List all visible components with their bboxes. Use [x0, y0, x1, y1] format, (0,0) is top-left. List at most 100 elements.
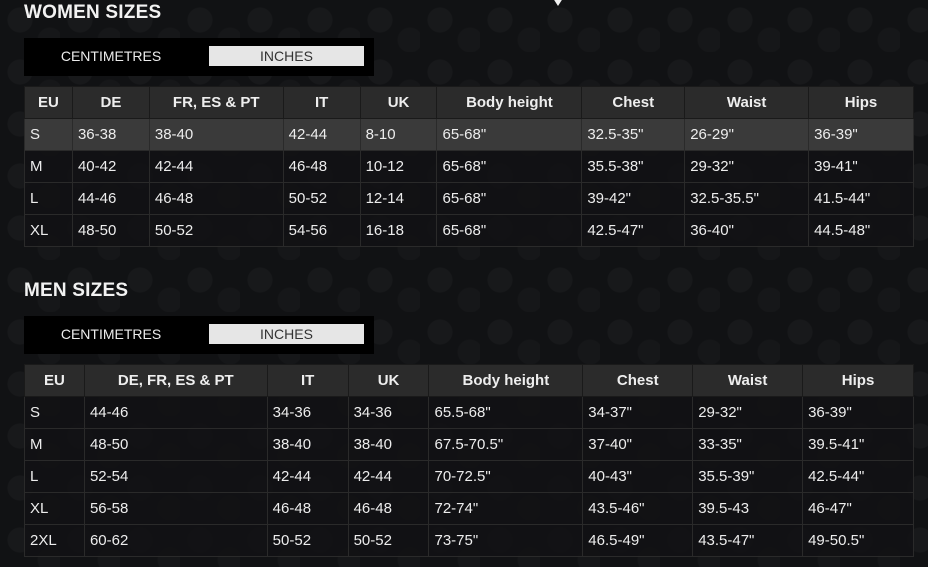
cell: 34-37": [582, 396, 694, 429]
women-sizes-title: WOMEN SIZES: [24, 2, 162, 23]
cell: 38-40: [266, 428, 349, 461]
cell: 40-43": [582, 460, 694, 493]
cell: 65-68": [436, 150, 583, 183]
col-header: Waist: [684, 86, 810, 119]
col-header: DE, FR, ES & PT: [83, 364, 268, 397]
cell: 70-72.5": [428, 460, 584, 493]
cell: 39.5-43: [692, 492, 804, 525]
cell: 16-18: [359, 214, 438, 247]
cell: 29-32": [684, 150, 810, 183]
cell: 33-35": [692, 428, 804, 461]
cell: 32.5-35": [581, 118, 686, 151]
cell: S: [24, 118, 73, 151]
women-size-table: EU DE FR, ES & PT IT UK Body height Ches…: [24, 86, 914, 247]
men-size-table: EU DE, FR, ES & PT IT UK Body height Che…: [24, 364, 914, 557]
col-header: EU: [24, 364, 85, 397]
cell: 49-50.5": [802, 524, 914, 557]
cell: 65-68": [436, 182, 583, 215]
cell: 26-29": [684, 118, 810, 151]
cell: 34-36: [266, 396, 349, 429]
cell: 29-32": [692, 396, 804, 429]
cell: 42.5-47": [581, 214, 686, 247]
col-header: IT: [266, 364, 349, 397]
cell: 48-50: [71, 214, 150, 247]
cell: 72-74": [428, 492, 584, 525]
women-inches-tab[interactable]: INCHES: [209, 46, 364, 66]
cell: 2XL: [24, 524, 85, 557]
cell: 46-48: [266, 492, 349, 525]
cell: 50-52: [282, 182, 361, 215]
cell: 39.5-41": [802, 428, 914, 461]
table-row[interactable]: L 44-46 46-48 50-52 12-14 65-68" 39-42" …: [24, 182, 914, 215]
cell: 46-48: [282, 150, 361, 183]
table-row[interactable]: 2XL 60-62 50-52 50-52 73-75" 46.5-49" 43…: [24, 524, 914, 557]
cell: 44-46: [83, 396, 268, 429]
table-row[interactable]: S 36-38 38-40 42-44 8-10 65-68" 32.5-35"…: [24, 118, 914, 151]
men-centimetres-tab[interactable]: CENTIMETRES: [60, 326, 162, 342]
men-header-row: EU DE, FR, ES & PT IT UK Body height Che…: [24, 364, 914, 397]
cell: 35.5-38": [581, 150, 686, 183]
cell: M: [24, 150, 73, 183]
cell: 73-75": [428, 524, 584, 557]
cell: 50-52: [347, 524, 430, 557]
cell: 36-38: [71, 118, 150, 151]
cell: 65.5-68": [428, 396, 584, 429]
cell: XL: [24, 492, 85, 525]
table-row[interactable]: S 44-46 34-36 34-36 65.5-68" 34-37" 29-3…: [24, 396, 914, 429]
cell: 42.5-44": [802, 460, 914, 493]
table-row[interactable]: L 52-54 42-44 42-44 70-72.5" 40-43" 35.5…: [24, 460, 914, 493]
dropdown-caret-icon: [549, 0, 567, 6]
cell: 50-52: [148, 214, 284, 247]
col-header: Chest: [582, 364, 694, 397]
cell: 36-39": [802, 396, 914, 429]
col-header: Hips: [802, 364, 914, 397]
cell: 42-44: [282, 118, 361, 151]
men-sizes-title: MEN SIZES: [24, 280, 129, 301]
col-header: UK: [359, 86, 438, 119]
cell: 38-40: [347, 428, 430, 461]
cell: 39-41": [808, 150, 914, 183]
cell: 12-14: [359, 182, 438, 215]
men-inches-tab[interactable]: INCHES: [209, 324, 364, 344]
cell: L: [24, 182, 73, 215]
cell: 39-42": [581, 182, 686, 215]
cell: L: [24, 460, 85, 493]
cell: 44.5-48": [808, 214, 914, 247]
cell: 44-46: [71, 182, 150, 215]
cell: 40-42: [71, 150, 150, 183]
cell: 56-58: [83, 492, 268, 525]
women-centimetres-tab[interactable]: CENTIMETRES: [60, 48, 162, 64]
col-header: EU: [24, 86, 73, 119]
cell: 8-10: [359, 118, 438, 151]
men-unit-toggle: CENTIMETRES INCHES: [24, 316, 374, 354]
col-header: FR, ES & PT: [148, 86, 284, 119]
cell: 43.5-47": [692, 524, 804, 557]
cell: 60-62: [83, 524, 268, 557]
cell: 37-40": [582, 428, 694, 461]
col-header: Waist: [692, 364, 804, 397]
cell: S: [24, 396, 85, 429]
table-row[interactable]: M 40-42 42-44 46-48 10-12 65-68" 35.5-38…: [24, 150, 914, 183]
table-row[interactable]: XL 48-50 50-52 54-56 16-18 65-68" 42.5-4…: [24, 214, 914, 247]
table-row[interactable]: XL 56-58 46-48 46-48 72-74" 43.5-46" 39.…: [24, 492, 914, 525]
col-header: Body height: [428, 364, 584, 397]
col-header: Hips: [808, 86, 914, 119]
cell: 42-44: [266, 460, 349, 493]
women-header-row: EU DE FR, ES & PT IT UK Body height Ches…: [24, 86, 914, 119]
cell: 48-50: [83, 428, 268, 461]
cell: 34-36: [347, 396, 430, 429]
cell: 54-56: [282, 214, 361, 247]
cell: 42-44: [148, 150, 284, 183]
table-row[interactable]: M 48-50 38-40 38-40 67.5-70.5" 37-40" 33…: [24, 428, 914, 461]
cell: 46.5-49": [582, 524, 694, 557]
cell: 65-68": [436, 214, 583, 247]
col-header: UK: [347, 364, 430, 397]
col-header: Chest: [581, 86, 686, 119]
cell: 36-39": [808, 118, 914, 151]
women-unit-toggle: CENTIMETRES INCHES: [24, 38, 374, 76]
cell: 10-12: [359, 150, 438, 183]
cell: 43.5-46": [582, 492, 694, 525]
cell: 67.5-70.5": [428, 428, 584, 461]
cell: 46-48: [347, 492, 430, 525]
cell: M: [24, 428, 85, 461]
